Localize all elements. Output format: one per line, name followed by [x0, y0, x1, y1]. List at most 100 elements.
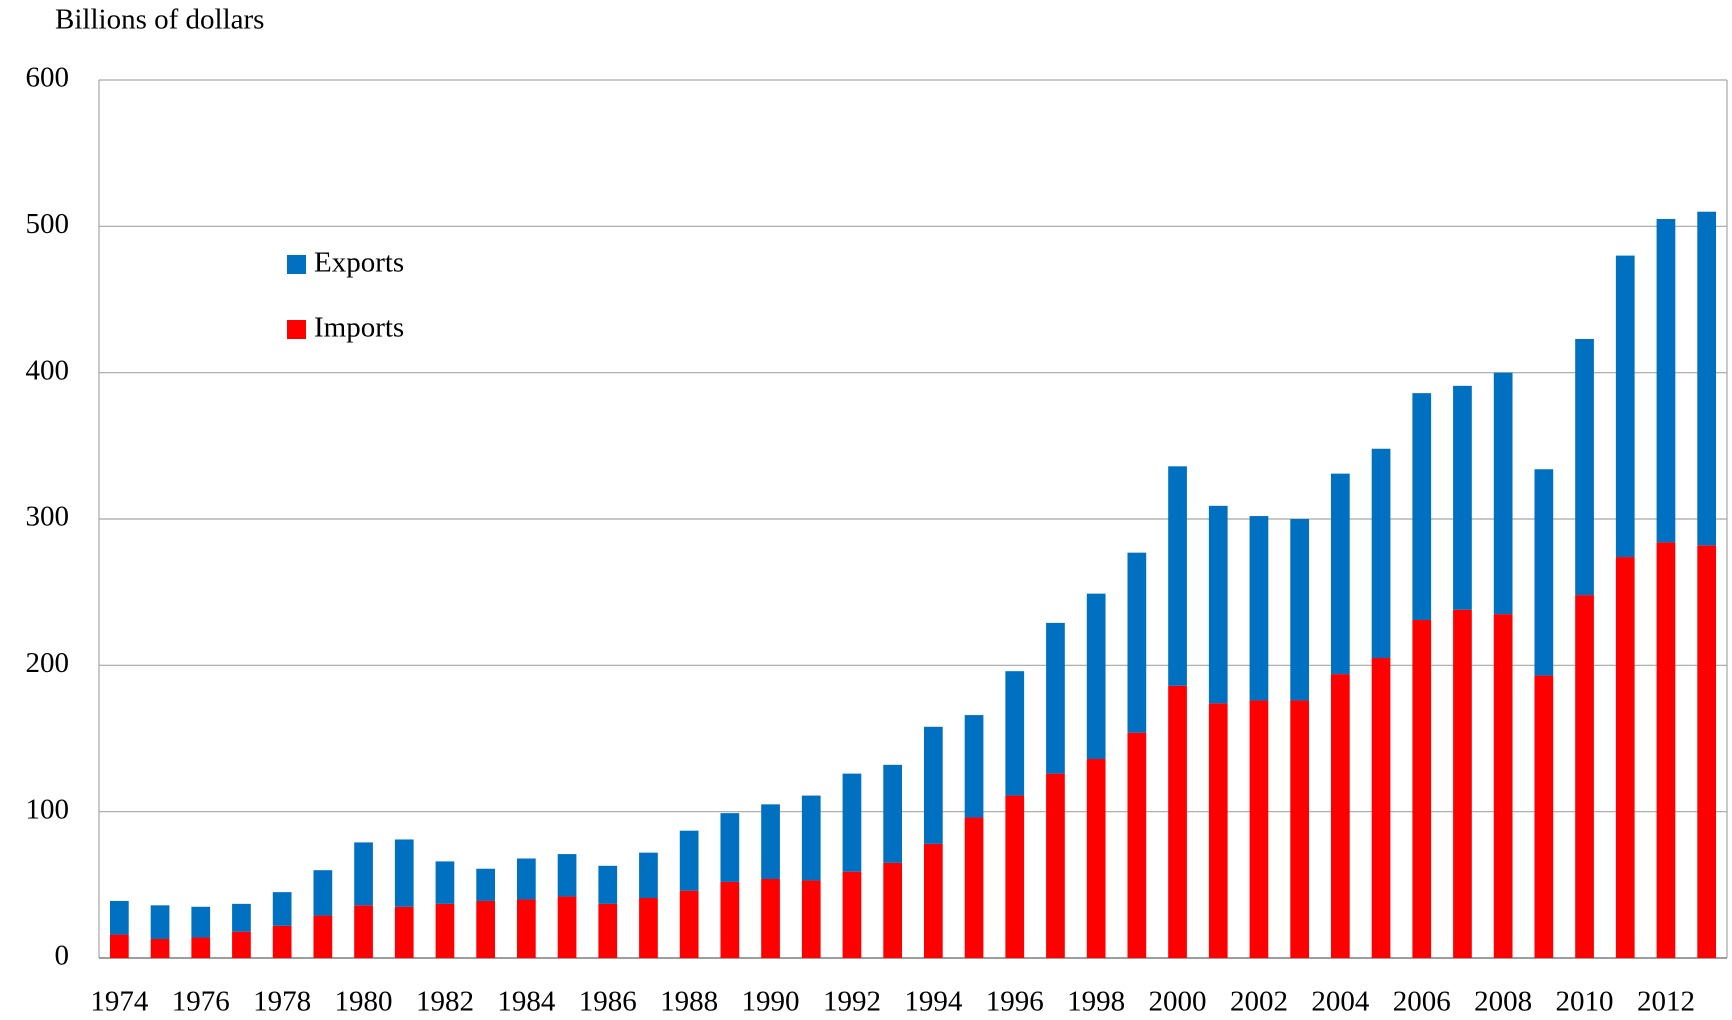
bar-segment	[1534, 675, 1554, 958]
x-tick-label: 2010	[1556, 986, 1614, 1018]
bar-segment	[557, 854, 577, 897]
bar-segment	[923, 843, 943, 958]
x-tick-label: 1982	[416, 986, 474, 1018]
bar-segment	[191, 906, 211, 938]
bar-segment	[1208, 505, 1228, 704]
bar-segment	[1005, 671, 1025, 796]
bar-segment	[272, 892, 292, 926]
bar-segment	[801, 795, 821, 881]
bar-segment	[720, 813, 740, 882]
x-tick-label: 2008	[1474, 986, 1532, 1018]
bar-segment	[557, 896, 577, 958]
bar-segment	[1208, 703, 1228, 958]
x-tick-label: 1992	[823, 986, 881, 1018]
bar-segment	[1249, 700, 1269, 958]
y-tick-label: 0	[55, 940, 70, 972]
x-tick-label: 2006	[1393, 986, 1451, 1018]
bar-segment	[516, 858, 536, 900]
bar-segment	[1046, 773, 1065, 958]
x-tick-label: 1976	[172, 986, 230, 1018]
y-tick-label: 600	[26, 62, 70, 94]
bar-segment	[109, 934, 129, 958]
bar-segment	[1290, 519, 1310, 701]
bar-segment	[964, 715, 984, 818]
bar-segment	[639, 898, 658, 958]
bar-segment	[1330, 473, 1350, 675]
bar-segment	[232, 931, 251, 958]
bar-segment	[1493, 372, 1513, 615]
bar-segment	[313, 870, 333, 916]
x-tick-label: 1998	[1067, 986, 1125, 1018]
bar-segment	[1412, 619, 1432, 958]
bar-segment	[639, 852, 658, 899]
x-tick-label: 1990	[742, 986, 800, 1018]
bar-segment	[1086, 593, 1106, 759]
bar-segment	[883, 764, 903, 863]
bar-segment	[842, 773, 862, 872]
bar-segment	[1493, 614, 1513, 958]
bar-segment	[232, 903, 251, 932]
x-tick-label: 1988	[660, 986, 718, 1018]
bar-segment	[1249, 516, 1269, 701]
bar-segment	[842, 871, 862, 958]
x-tick-label: 2002	[1230, 986, 1288, 1018]
bar-segment	[191, 937, 211, 958]
bar-segment	[761, 878, 780, 958]
bar-segment	[679, 830, 699, 891]
y-axis-label: Billions of dollars	[55, 4, 264, 36]
y-tick-label: 500	[26, 208, 70, 240]
bar-segment	[1575, 339, 1594, 596]
bar-segment	[1697, 211, 1717, 546]
x-tick-label: 1980	[335, 986, 393, 1018]
x-tick-label: 1994	[904, 986, 963, 1018]
x-tick-label: 1984	[497, 986, 556, 1018]
bar-segment	[1615, 255, 1635, 558]
bar-segment	[801, 880, 821, 958]
x-tick-label: 2012	[1637, 986, 1695, 1018]
bar-segment	[394, 906, 414, 958]
bar-segment	[1046, 622, 1065, 774]
bar-segment	[883, 862, 903, 958]
bar-segment	[435, 861, 455, 904]
x-tick-label: 2004	[1311, 986, 1370, 1018]
legend-label: Imports	[314, 312, 404, 344]
y-tick-label: 100	[26, 793, 70, 825]
x-tick-label: 1986	[579, 986, 637, 1018]
bar-segment	[1127, 732, 1147, 958]
x-tick-label: 1974	[90, 986, 149, 1018]
x-tick-label: 2000	[1149, 986, 1207, 1018]
bar-segment	[150, 905, 170, 939]
bar-segment	[1086, 758, 1106, 958]
bar-segment	[476, 868, 496, 901]
bar-segment	[923, 726, 943, 844]
bar-segment	[1330, 674, 1350, 958]
bar-segment	[435, 903, 455, 958]
x-tick-label: 1996	[986, 986, 1044, 1018]
bar-segment	[109, 900, 129, 935]
bar-segment	[1168, 466, 1187, 686]
bar-segment	[720, 881, 740, 958]
bar-segment	[679, 890, 699, 958]
bar-segment	[354, 905, 373, 958]
bar-segment	[1534, 469, 1554, 676]
bar-segment	[1168, 685, 1187, 958]
bar-segment	[964, 817, 984, 958]
y-tick-label: 400	[26, 354, 70, 386]
bar-segment	[394, 839, 414, 907]
bar-segment	[1371, 658, 1391, 958]
bar-segment	[1656, 219, 1676, 543]
y-tick-label: 300	[26, 501, 70, 533]
bar-segment	[1290, 700, 1310, 958]
bar-segment	[1453, 609, 1472, 958]
bar-segment	[272, 925, 292, 958]
bar-segment	[476, 900, 496, 958]
bar-segment	[516, 899, 536, 958]
x-tick-label: 1978	[253, 986, 311, 1018]
bar-segment	[598, 865, 618, 904]
bar-segment	[1005, 795, 1025, 958]
y-tick-label: 200	[26, 647, 70, 679]
bar-segment	[1656, 542, 1676, 958]
bar-segment	[1697, 545, 1717, 958]
legend-label: Exports	[314, 247, 404, 279]
